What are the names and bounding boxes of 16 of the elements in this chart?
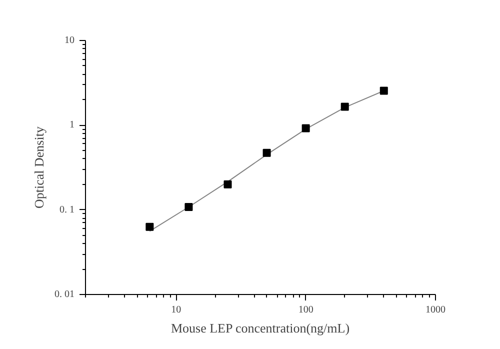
point (184, 203, 193, 212)
point (146, 222, 154, 231)
y-tick-label: 0. 1 (60, 204, 74, 216)
x-axis-title: Mouse LEP concentration(ng/mL) (170, 320, 350, 336)
x-tick-label: 1000 (426, 304, 446, 316)
y-tick-label: 1 (70, 120, 74, 131)
point (380, 86, 388, 95)
y-tick-label: 10 (64, 35, 74, 46)
point (340, 102, 349, 111)
point (302, 124, 310, 132)
x-tick-label: 100 (298, 304, 314, 316)
y-tick-label: 0. 01 (54, 289, 74, 300)
x-tick-label: 10 (171, 304, 182, 316)
point (224, 180, 232, 188)
y-axis-title: Optical Density (32, 126, 46, 208)
point (262, 148, 271, 157)
